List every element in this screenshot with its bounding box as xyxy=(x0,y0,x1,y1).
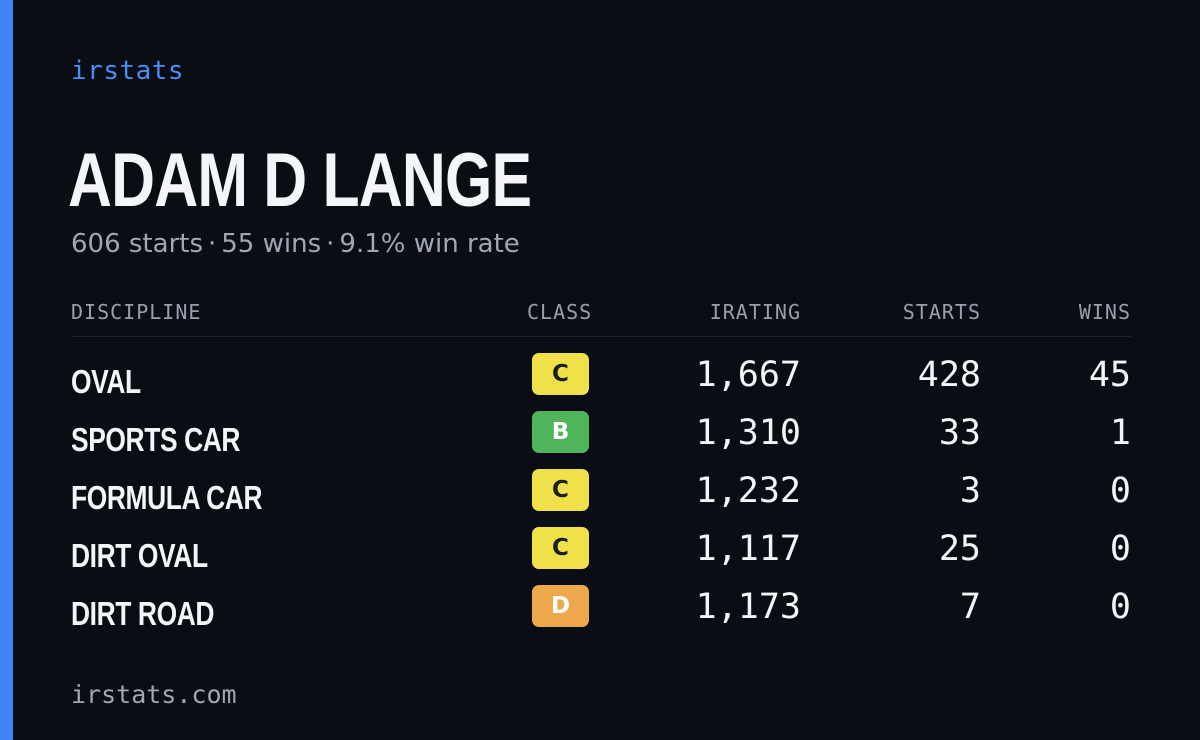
accent-bar xyxy=(0,0,13,740)
wins-value: 0 xyxy=(1109,471,1131,511)
starts-value: 428 xyxy=(917,355,981,395)
discipline-table: DISCIPLINE CLASS IRATING STARTS WINS OVA… xyxy=(71,298,1131,643)
wins-value: 0 xyxy=(1109,587,1131,627)
wins-value: 0 xyxy=(1109,529,1131,569)
header-discipline: DISCIPLINE xyxy=(71,300,202,324)
discipline-name: FORMULA CAR xyxy=(71,479,263,516)
summary-wins: 55 wins xyxy=(221,229,322,259)
discipline-name: DIRT OVAL xyxy=(71,537,208,574)
summary-win-rate: 9.1% win rate xyxy=(339,229,520,259)
header-starts: STARTS xyxy=(902,300,981,324)
starts-value: 25 xyxy=(938,529,981,569)
class-badge: B xyxy=(532,411,589,453)
header-irating: IRATING xyxy=(709,300,801,324)
discipline-name: OVAL xyxy=(71,363,141,400)
starts-value: 33 xyxy=(938,413,981,453)
irating-value: 1,173 xyxy=(695,587,801,627)
header-class: CLASS xyxy=(527,300,593,324)
wins-value: 1 xyxy=(1109,413,1131,453)
table-header: DISCIPLINE CLASS IRATING STARTS WINS xyxy=(71,298,1131,337)
class-badge: C xyxy=(532,469,589,511)
brand-logo-text: irstats xyxy=(71,56,185,86)
class-badge: C xyxy=(532,353,589,395)
starts-value: 7 xyxy=(959,587,981,627)
discipline-name: SPORTS CAR xyxy=(71,421,241,458)
discipline-name: DIRT ROAD xyxy=(71,595,215,632)
driver-name: ADAM D LANGE xyxy=(68,138,532,223)
footer-url: irstats.com xyxy=(71,680,237,709)
summary-separator: · xyxy=(326,229,335,259)
summary-separator: · xyxy=(208,229,217,259)
table-row: OVAL C 1,667 428 45 xyxy=(71,353,1131,411)
irating-value: 1,232 xyxy=(695,471,801,511)
irating-value: 1,310 xyxy=(695,413,801,453)
table-row: DIRT OVAL C 1,117 25 0 xyxy=(71,527,1131,585)
table-body: OVAL C 1,667 428 45 SPORTS CAR B 1,310 3… xyxy=(71,337,1131,643)
irating-value: 1,117 xyxy=(695,529,801,569)
irating-value: 1,667 xyxy=(695,355,801,395)
starts-value: 3 xyxy=(959,471,981,511)
table-row: DIRT ROAD D 1,173 7 0 xyxy=(71,585,1131,643)
table-row: FORMULA CAR C 1,232 3 0 xyxy=(71,469,1131,527)
stats-summary: 606 starts · 55 wins · 9.1% win rate xyxy=(71,229,520,259)
class-badge: D xyxy=(532,585,589,627)
header-wins: WINS xyxy=(1078,300,1131,324)
wins-value: 45 xyxy=(1088,355,1131,395)
summary-starts: 606 starts xyxy=(71,229,203,259)
table-row: SPORTS CAR B 1,310 33 1 xyxy=(71,411,1131,469)
class-badge: C xyxy=(532,527,589,569)
